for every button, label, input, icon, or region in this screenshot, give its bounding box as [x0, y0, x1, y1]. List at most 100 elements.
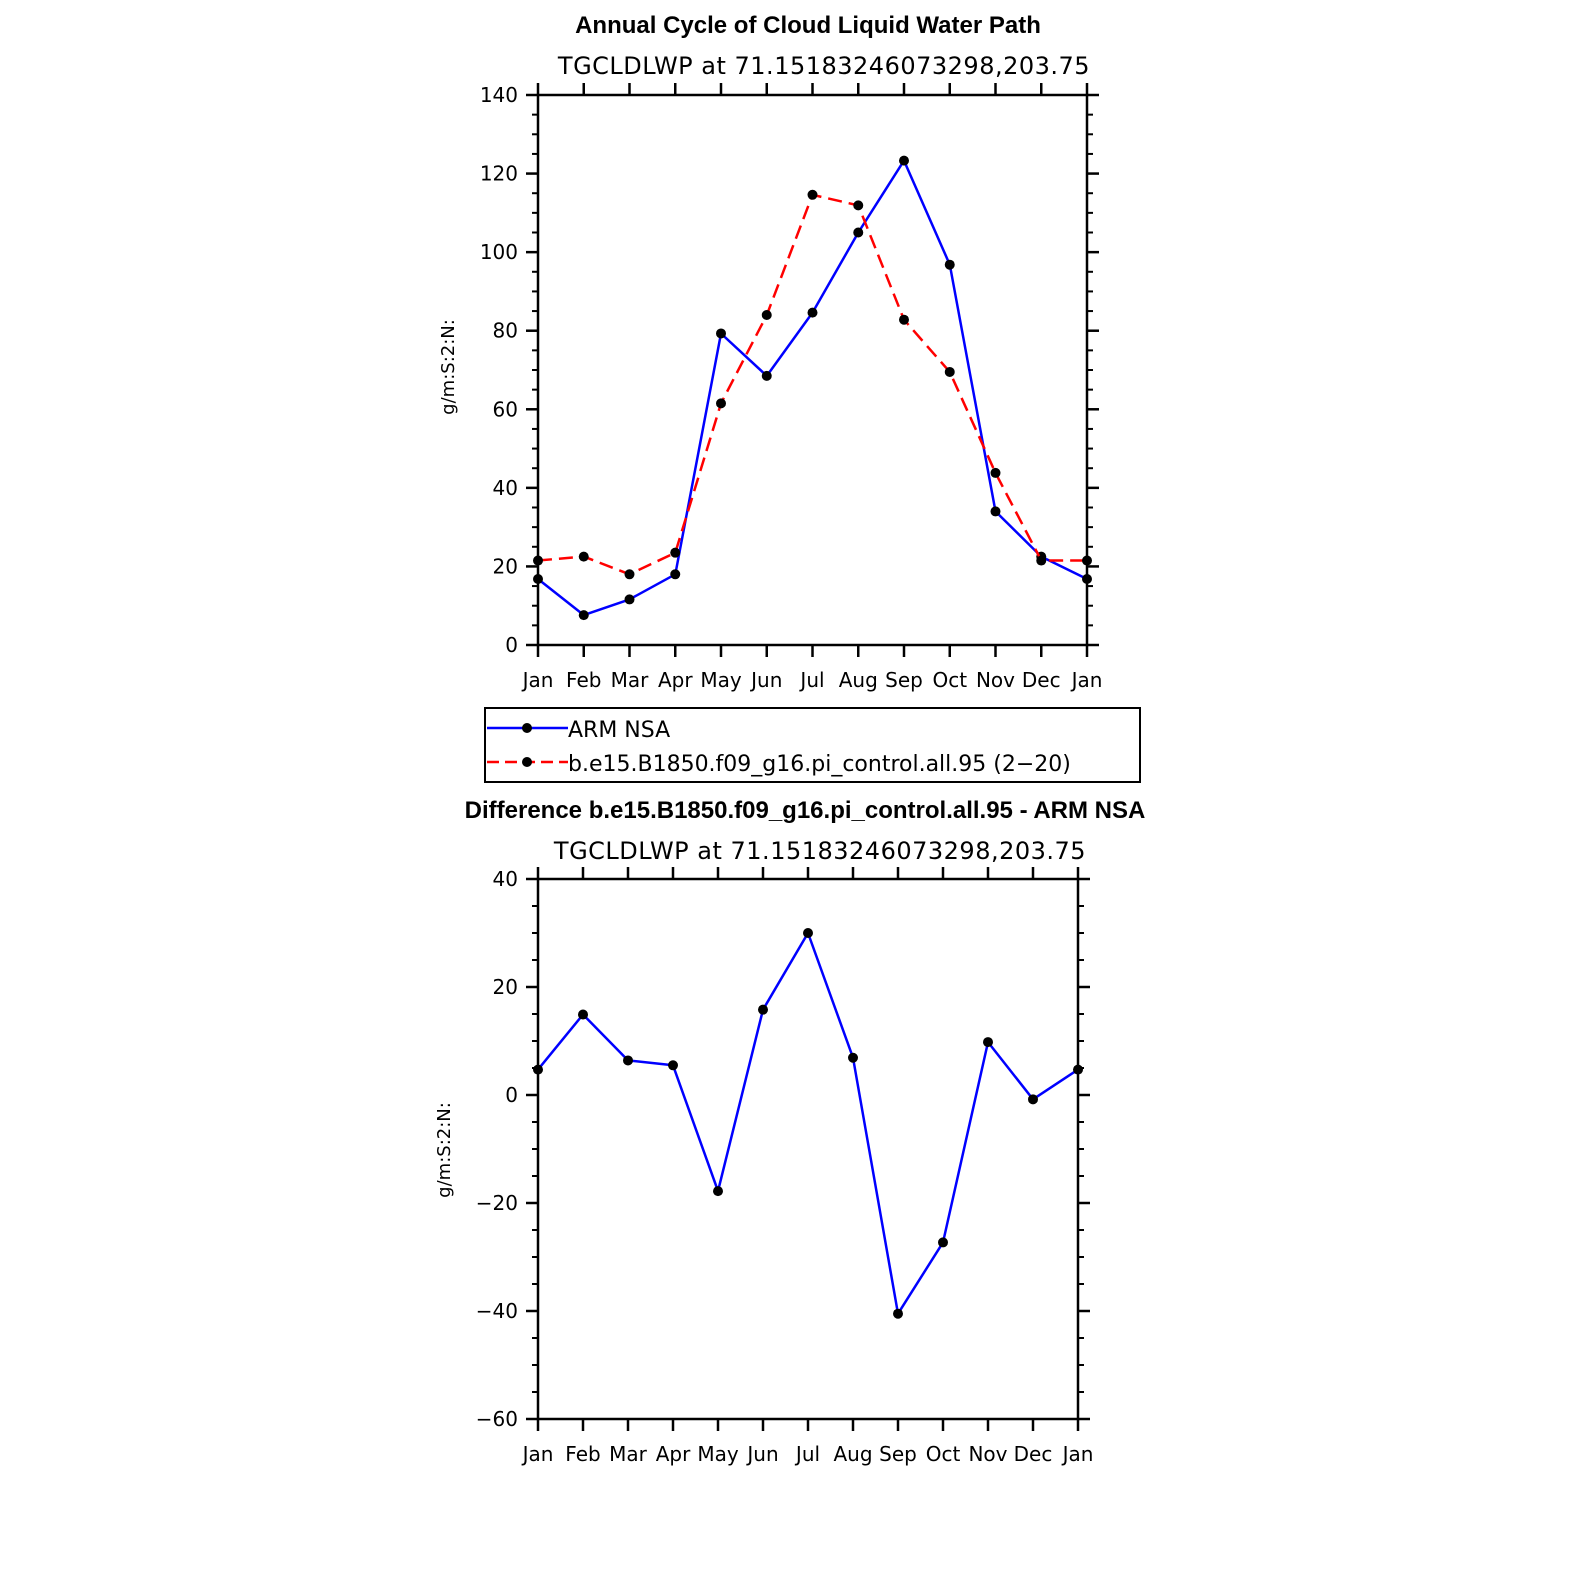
y-tick-label: −40 — [476, 1299, 518, 1323]
data-point — [944, 366, 955, 377]
x-tick-label: Jul — [794, 1442, 820, 1466]
y-tick-label: 0 — [505, 633, 518, 657]
legend-label-model: b.e15.B1850.f09_g16.pi_control.all.95 (2… — [568, 752, 1071, 777]
x-tick-label: Jul — [798, 668, 824, 692]
series-group — [533, 928, 1083, 1319]
x-tick-label: Oct — [926, 1442, 961, 1466]
plot-frame — [536, 93, 1089, 647]
y-tick-labels: 0 20 40 60 80 100 120 140 — [480, 83, 518, 657]
data-point — [990, 467, 1001, 478]
x-tick-label: May — [697, 1442, 739, 1466]
data-point — [1036, 555, 1047, 566]
x-tick-label: Jun — [749, 668, 782, 692]
x-tick-label: May — [700, 668, 742, 692]
y-tick-label: 20 — [493, 554, 518, 578]
y-axis-label: g/m:S:2:N: — [434, 1102, 455, 1198]
data-point — [893, 1308, 903, 1319]
data-point — [853, 227, 864, 238]
data-point — [716, 398, 726, 409]
x-tick-label: Dec — [1022, 668, 1061, 692]
y-tick-label: −20 — [476, 1191, 518, 1215]
series-line — [537, 931, 1079, 1315]
x-tick-label: Sep — [879, 1442, 917, 1466]
data-point — [899, 155, 909, 166]
y-tick-label: 140 — [480, 83, 518, 107]
data-point — [944, 259, 955, 270]
x-tick-label: Nov — [968, 1442, 1007, 1466]
y-tick-label: 40 — [493, 476, 518, 500]
data-point — [853, 200, 864, 211]
x-tick-label: Nov — [976, 668, 1015, 692]
x-tick-label: Jan — [521, 668, 554, 692]
legend: ARM NSA b.e15.B1850.f09_g16.pi_control.a… — [484, 707, 1141, 783]
data-point — [578, 1009, 588, 1020]
data-point — [670, 547, 681, 558]
y-axis-label: g/m:S:2:N: — [438, 319, 459, 415]
chart-subtitle: TGCLDLWP at 71.15183246073298,203.75 — [557, 52, 1090, 80]
x-tick-label: Aug — [833, 1442, 872, 1466]
x-tick-label: Aug — [839, 668, 878, 692]
y-tick-label: 60 — [493, 397, 518, 421]
y-tick-label: 80 — [493, 319, 518, 343]
data-point — [713, 1186, 723, 1197]
data-point — [758, 1004, 768, 1015]
series-line — [537, 193, 1087, 576]
plot-frame — [536, 877, 1080, 1421]
x-tick-label: Feb — [565, 1442, 600, 1466]
data-point — [1028, 1094, 1038, 1105]
data-point — [716, 328, 726, 339]
difference-panel: Difference b.e15.B1850.f09_g16.pi_contro… — [434, 797, 1145, 1466]
x-tick-label: Jan — [1070, 668, 1103, 692]
x-tick-label: Apr — [656, 1442, 691, 1466]
legend-label-arm-nsa: ARM NSA — [568, 718, 670, 743]
data-point — [761, 370, 772, 381]
x-tick-label: Mar — [611, 668, 650, 692]
data-point — [668, 1060, 678, 1071]
chart-title: Difference b.e15.B1850.f09_g16.pi_contro… — [465, 797, 1146, 824]
data-point — [624, 594, 635, 605]
y-tick-label: 0 — [505, 1083, 518, 1107]
data-point — [848, 1052, 858, 1063]
data-point — [578, 610, 589, 621]
x-tick-label: Jan — [1061, 1442, 1094, 1466]
x-tick-label: Mar — [609, 1442, 648, 1466]
x-tick-label: Jun — [745, 1442, 778, 1466]
data-point — [761, 310, 772, 320]
axis-ticks — [526, 867, 1090, 1431]
axis-ticks — [526, 83, 1099, 657]
data-point — [670, 569, 681, 580]
y-tick-labels: −60 −40 −20 0 20 40 — [476, 867, 518, 1431]
data-point — [938, 1237, 948, 1248]
x-tick-label: Oct — [932, 668, 967, 692]
data-point — [578, 551, 589, 562]
legend-marker-model — [522, 757, 532, 767]
y-tick-label: 40 — [493, 867, 518, 891]
y-tick-label: 20 — [493, 975, 518, 999]
x-tick-labels: Jan Feb Mar Apr May Jun Jul Aug Sep Oct Nov Dec Jan — [521, 668, 1103, 692]
x-tick-label: Feb — [566, 668, 601, 692]
y-tick-label: −60 — [476, 1407, 518, 1431]
data-point — [990, 506, 1001, 517]
y-tick-label: 100 — [480, 240, 518, 264]
legend-box — [484, 707, 1141, 783]
y-tick-label: 120 — [480, 162, 518, 186]
data-point — [807, 189, 818, 200]
x-tick-label: Sep — [885, 668, 923, 692]
chart-subtitle: TGCLDLWP at 71.15183246073298,203.75 — [553, 837, 1086, 865]
x-tick-label: Jan — [521, 1442, 554, 1466]
data-point — [983, 1037, 993, 1048]
x-tick-label: Dec — [1014, 1442, 1053, 1466]
data-point — [803, 928, 813, 938]
chart-title: Annual Cycle of Cloud Liquid Water Path — [575, 12, 1041, 39]
series-group — [533, 155, 1092, 621]
data-point — [623, 1055, 633, 1066]
series-line — [537, 159, 1088, 617]
data-point — [899, 314, 909, 325]
annual-cycle-panel: Annual Cycle of Cloud Liquid Water Path … — [438, 12, 1102, 692]
x-tick-label: Apr — [658, 668, 693, 692]
data-point — [624, 569, 635, 580]
data-point — [807, 307, 818, 318]
x-tick-labels: Jan Feb Mar Apr May Jun Jul Aug Sep Oct Nov Dec Jan — [521, 1442, 1094, 1466]
legend-marker-arm-nsa — [522, 723, 532, 733]
